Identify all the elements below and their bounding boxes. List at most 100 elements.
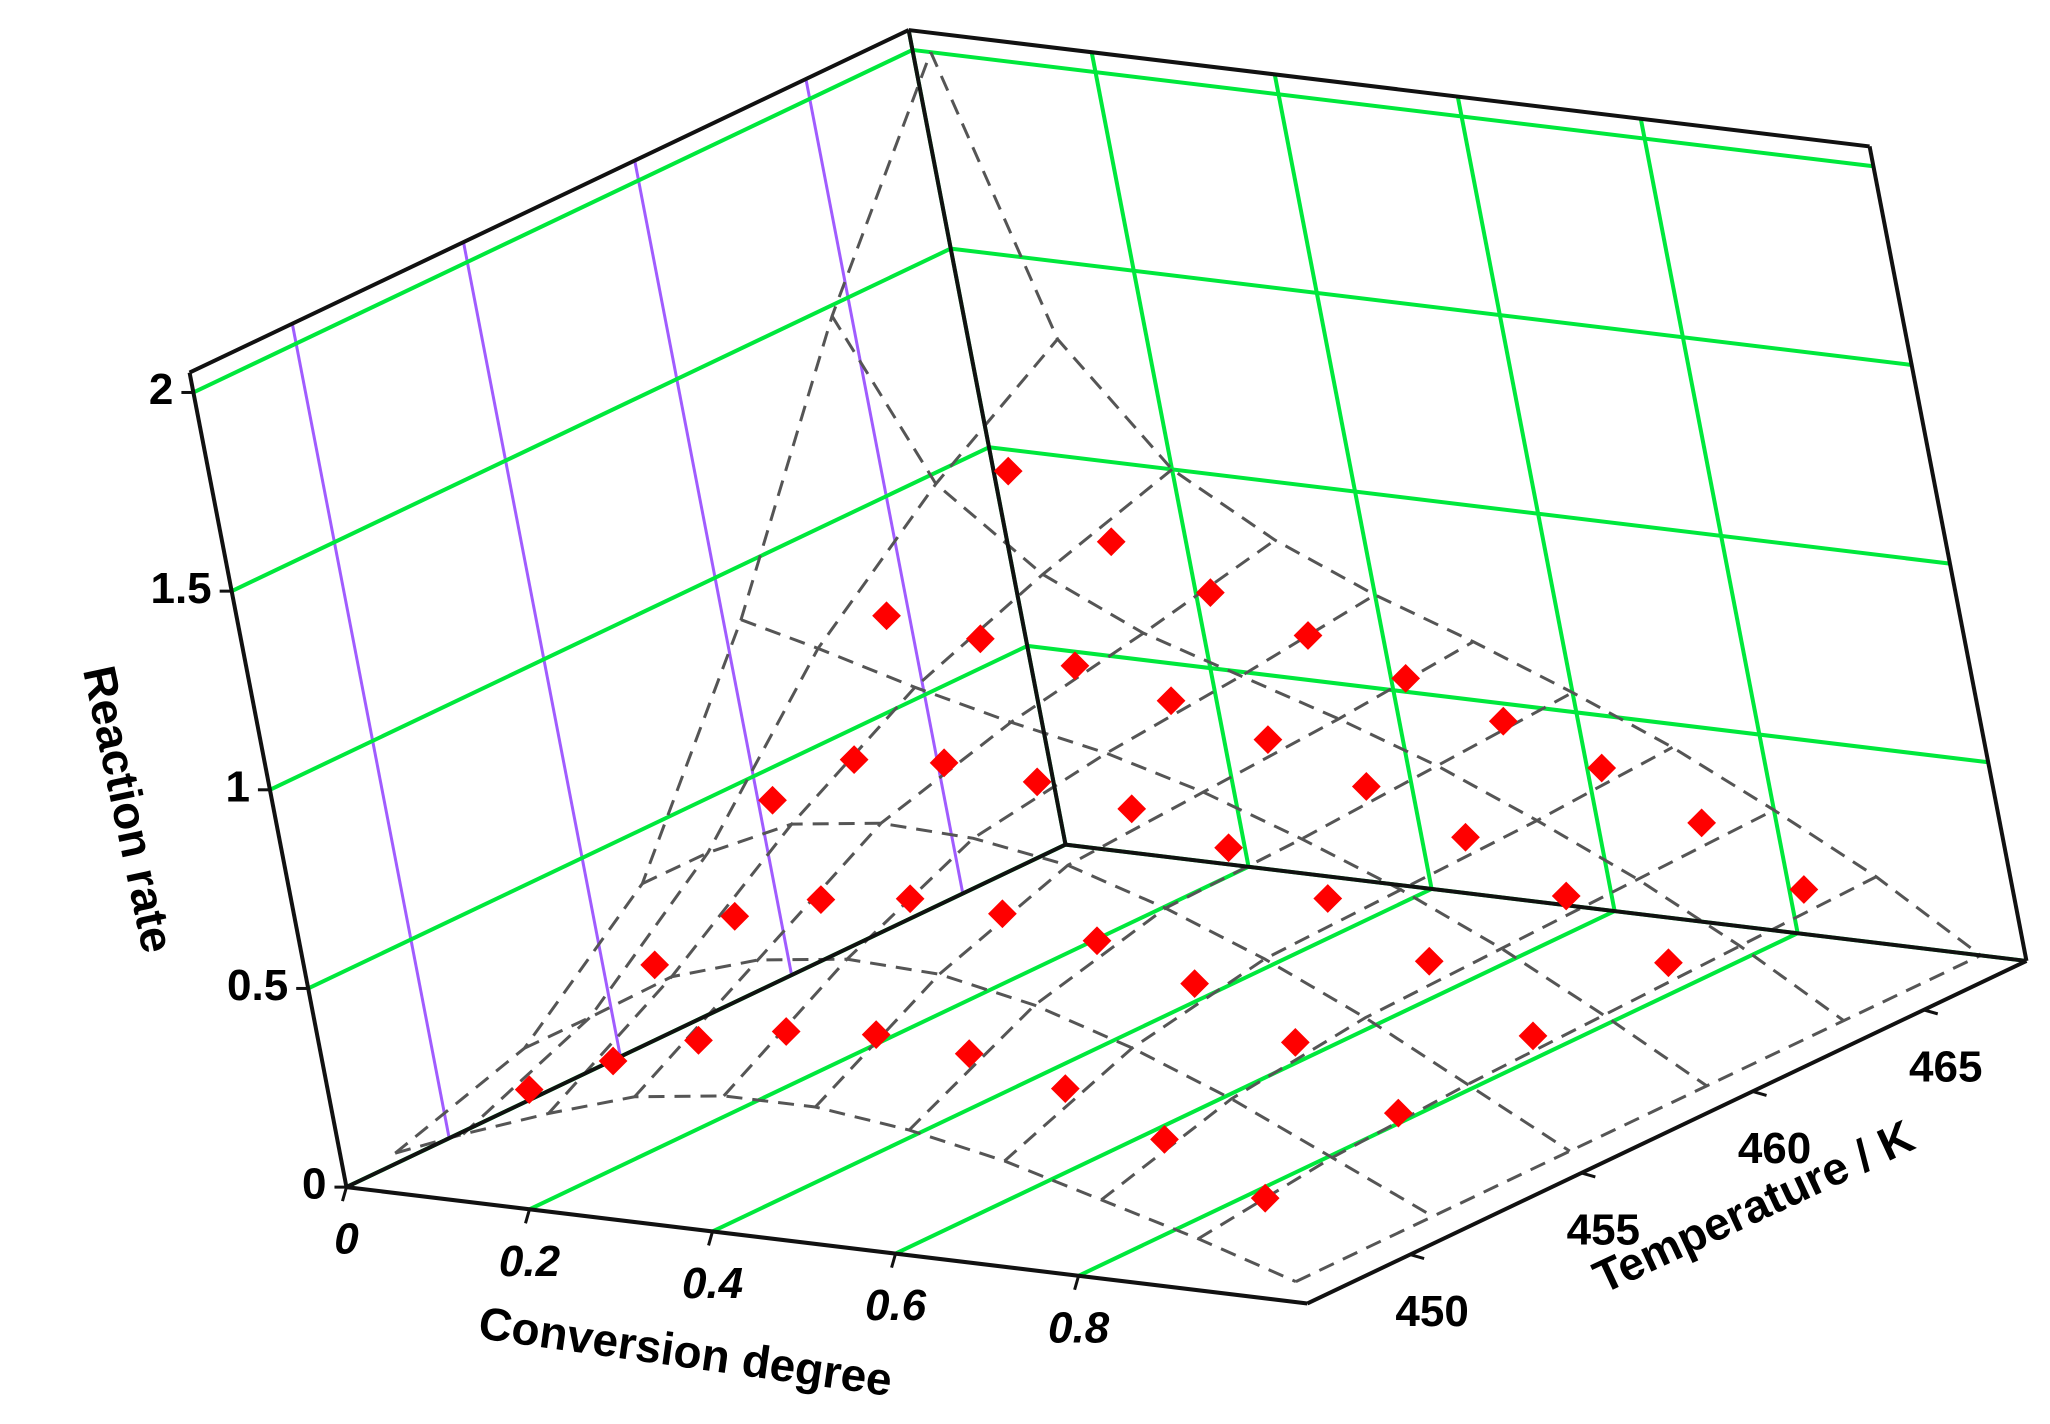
x-tick-label: 0.8: [1048, 1303, 1110, 1352]
x-tick: [1073, 1275, 1081, 1291]
data-point: [1383, 1098, 1413, 1128]
data-point: [1180, 969, 1210, 999]
grid-line: [1089, 51, 1251, 868]
data-point: [758, 785, 787, 815]
grid-line: [894, 909, 1616, 1256]
data-point: [514, 1075, 544, 1105]
grid-line: [711, 887, 1433, 1234]
box-edge: [188, 28, 910, 375]
grid-line: [1027, 643, 1989, 765]
data-point: [1150, 1125, 1179, 1154]
data-point: [895, 884, 925, 914]
x-tick: [707, 1231, 714, 1246]
data-point: [1117, 794, 1147, 824]
surface-column: [1197, 875, 1877, 1241]
grid-line: [1455, 96, 1617, 912]
data-point: [1050, 1074, 1080, 1103]
box-edge: [345, 842, 1067, 1189]
surface-column: [1295, 954, 1982, 1283]
surface-row: [740, 618, 1708, 1088]
box-edge: [1065, 842, 2027, 963]
y-tick: [1752, 1089, 1767, 1097]
side-grid-line: [633, 160, 794, 976]
grid-line: [1077, 931, 1799, 1278]
surface-column: [1100, 808, 1775, 1202]
labels: 0 0.5 1 1.5 2 0 0.2 0.4 0.6 0.8 450 455 460 465: [149, 365, 1983, 1352]
data-point: [720, 901, 750, 931]
grid-line: [1272, 74, 1434, 890]
data-point: [1156, 686, 1186, 716]
x-axis-title: Conversion degree: [476, 1296, 896, 1405]
data-point: [1518, 1021, 1548, 1051]
surface-column: [462, 338, 1059, 1136]
data-point: [1250, 1183, 1280, 1213]
data-point: [929, 748, 959, 778]
x-tick-label: 0: [334, 1215, 359, 1264]
data-point: [1195, 578, 1225, 607]
surface-column: [633, 538, 1276, 1098]
box-edge: [906, 29, 1068, 845]
data-point: [1022, 767, 1052, 797]
y-tick-label: 450: [1395, 1287, 1468, 1336]
z-tick-label: 0.5: [227, 961, 288, 1010]
x-tick-label: 0.2: [499, 1237, 561, 1286]
surface-column: [1003, 746, 1674, 1163]
y-tick: [1409, 1253, 1425, 1260]
data-point: [1313, 884, 1343, 913]
box-edge: [1867, 146, 2029, 962]
data-point: [1351, 772, 1381, 801]
y-tick: [1923, 1008, 1939, 1016]
grid-line: [950, 246, 1912, 367]
x-tick-label: 0.6: [865, 1281, 927, 1330]
data-point: [872, 601, 901, 631]
data-point: [1391, 663, 1421, 693]
walls: [192, 29, 2027, 1278]
data-point: [1654, 948, 1683, 978]
surface-column: [814, 640, 1475, 1109]
grid-line: [1638, 118, 1800, 934]
x-tick-label: 0.4: [682, 1259, 743, 1308]
data-point: [640, 950, 670, 980]
data-point: [806, 885, 836, 914]
box: [187, 28, 2029, 1306]
box-edge: [346, 1185, 1308, 1306]
side-grid-line: [290, 323, 451, 1139]
data-point: [1789, 875, 1819, 904]
grid-line: [230, 246, 952, 593]
data-point: [861, 1020, 891, 1050]
box-edge: [1306, 959, 2028, 1306]
data-point: [1280, 1028, 1310, 1057]
data-point: [684, 1025, 713, 1055]
grid-line: [912, 47, 1874, 169]
box-edge: [187, 372, 349, 1188]
data-point: [1096, 527, 1126, 557]
data-point: [1214, 833, 1243, 863]
data-point: [1082, 926, 1112, 956]
data-point: [771, 1017, 801, 1046]
y-tick-label: 460: [1738, 1124, 1811, 1173]
z-tick-label: 1.5: [150, 564, 211, 613]
data-point: [993, 456, 1023, 486]
data-point: [839, 745, 869, 775]
data-point: [1060, 651, 1090, 681]
grid-line: [988, 445, 1951, 566]
data-point: [1488, 706, 1518, 736]
data-point: [1293, 621, 1323, 650]
y-tick-label: 465: [1909, 1042, 1982, 1091]
grid-line: [528, 864, 1250, 1212]
data-point: [1253, 725, 1283, 754]
data-point: [1587, 753, 1617, 783]
surface-column: [547, 468, 1173, 1115]
data-point: [598, 1046, 628, 1076]
surface-column: [394, 51, 933, 1155]
y-tick: [1580, 1171, 1596, 1179]
data-point: [1414, 946, 1444, 976]
data-point: [1687, 808, 1717, 838]
data-point: [1451, 822, 1480, 852]
z-axis-title: Reaction rate: [73, 661, 184, 957]
grid-line: [307, 644, 1029, 991]
side-grid-line: [462, 241, 622, 1057]
surface: [394, 51, 1982, 1283]
